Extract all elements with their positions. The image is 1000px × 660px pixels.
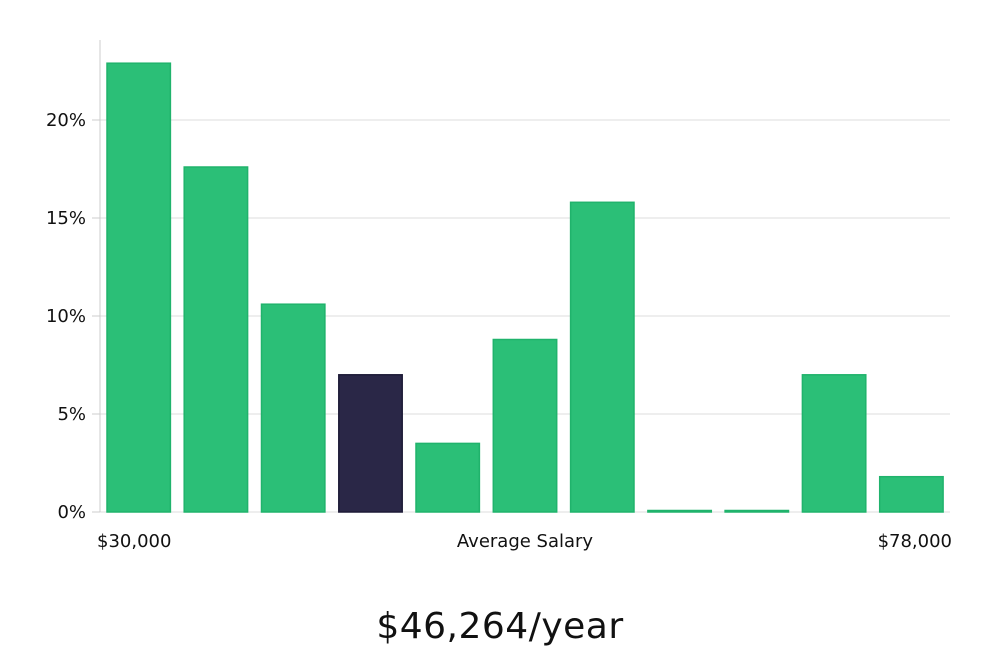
y-tick-label: 10%	[46, 306, 86, 327]
salary-histogram: 0% 5% 10% 15% 20% $30,000 Average Salary $78…	[46, 40, 952, 552]
bar	[492, 338, 558, 513]
bar	[569, 201, 635, 513]
bar	[260, 303, 326, 513]
average-salary-headline: $46,264/year	[376, 606, 624, 647]
bar-highlighted	[338, 374, 403, 513]
bars	[106, 62, 944, 513]
bar	[415, 442, 481, 513]
bar	[724, 509, 790, 513]
y-tick-label: 15%	[46, 208, 86, 229]
y-tick-label: 5%	[57, 404, 86, 425]
y-tick-label: 0%	[57, 502, 86, 523]
x-axis-title: Average Salary	[457, 531, 594, 552]
bar	[647, 509, 713, 513]
x-max-label: $78,000	[878, 531, 952, 552]
y-tick-labels: 0% 5% 10% 15% 20%	[46, 110, 100, 523]
bar	[106, 62, 172, 513]
bar	[183, 166, 249, 513]
bar	[878, 475, 944, 513]
bar	[801, 374, 867, 513]
x-min-label: $30,000	[97, 531, 171, 552]
y-tick-label: 20%	[46, 110, 86, 131]
